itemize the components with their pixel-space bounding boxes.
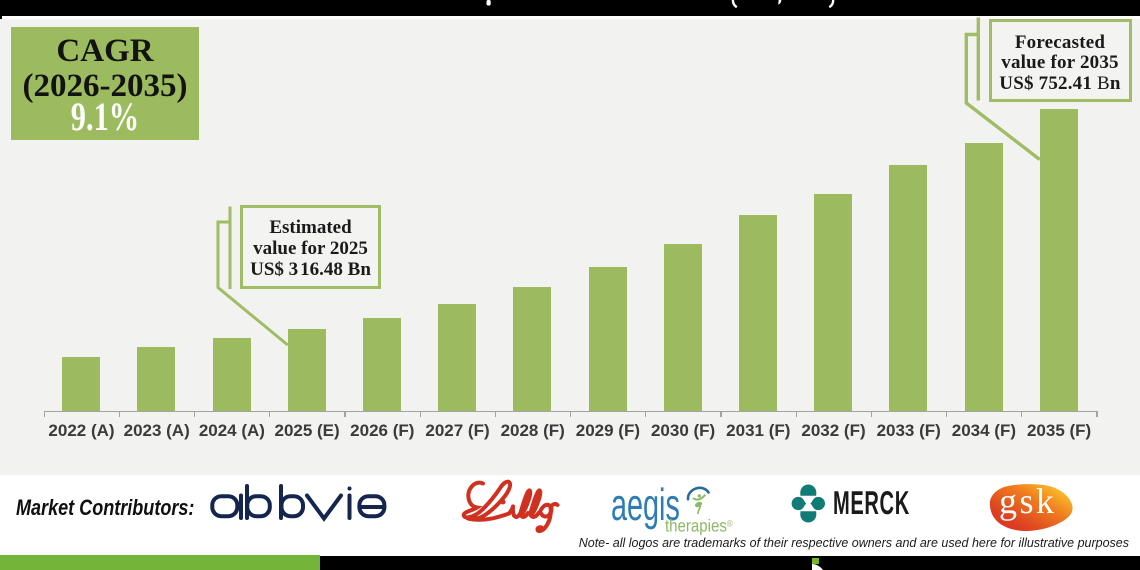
svg-text:gsk: gsk — [999, 483, 1057, 521]
svg-text:therapies®: therapies® — [665, 516, 733, 536]
svg-text:aegis: aegis — [611, 480, 680, 530]
svg-text:MERCK: MERCK — [833, 484, 910, 521]
